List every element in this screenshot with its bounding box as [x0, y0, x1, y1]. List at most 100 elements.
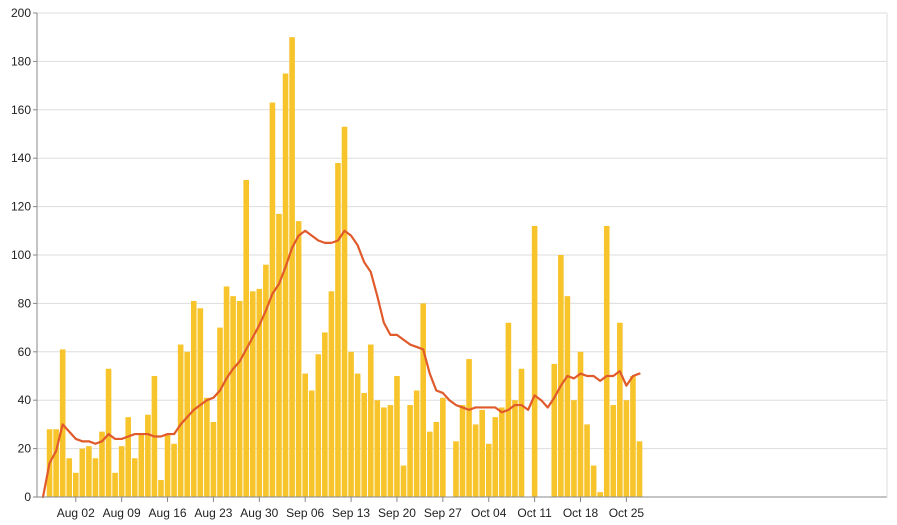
x-tick-label: Aug 16 — [149, 506, 187, 520]
bar — [276, 213, 282, 498]
y-tick-label: 0 — [24, 490, 31, 504]
bar — [636, 441, 643, 497]
bar — [263, 264, 269, 497]
bar — [138, 434, 145, 497]
bar — [472, 424, 479, 497]
bar — [610, 405, 617, 497]
bar — [603, 225, 610, 497]
bar — [433, 421, 440, 497]
bar — [354, 373, 361, 497]
bar — [289, 37, 295, 497]
bar — [204, 397, 210, 497]
bar — [164, 434, 171, 497]
bar — [630, 376, 636, 497]
bar — [426, 431, 433, 497]
bar — [571, 400, 577, 497]
bar-series — [46, 37, 643, 498]
bar — [512, 400, 518, 497]
bar — [499, 407, 505, 497]
bar — [217, 327, 223, 497]
bar — [125, 417, 132, 497]
y-tick-label: 20 — [18, 442, 32, 456]
bar — [158, 480, 164, 497]
bar — [249, 291, 256, 497]
y-tick-label: 60 — [18, 345, 32, 359]
bar — [453, 441, 459, 497]
bar — [171, 443, 177, 497]
line-series — [41, 229, 641, 499]
bar — [269, 102, 276, 497]
bar — [387, 405, 394, 497]
bar — [131, 458, 138, 497]
bar — [184, 351, 191, 497]
bar — [348, 351, 354, 497]
grid-lines — [37, 12, 887, 450]
bar — [361, 392, 367, 497]
bar — [617, 322, 623, 497]
bar — [86, 446, 92, 497]
x-tick-label: Aug 30 — [240, 506, 278, 520]
bar — [413, 390, 420, 497]
bar — [243, 179, 249, 498]
bar — [112, 472, 118, 497]
x-tick-label: Sep 06 — [286, 506, 324, 520]
bar — [341, 126, 348, 498]
bar — [302, 373, 308, 497]
bar — [400, 465, 407, 497]
bar — [367, 344, 374, 497]
bar — [92, 458, 99, 497]
bar — [590, 465, 597, 497]
x-tick-label: Aug 02 — [57, 506, 95, 520]
bar — [558, 255, 564, 497]
bar — [66, 458, 73, 497]
bar — [282, 73, 289, 497]
bar — [374, 400, 381, 497]
bar — [551, 363, 558, 497]
bar — [72, 472, 79, 497]
x-tick-label: Oct 11 — [517, 506, 552, 520]
x-tick-label: Sep 13 — [332, 506, 370, 520]
bar — [79, 448, 86, 497]
x-tick-label: Aug 09 — [103, 506, 141, 520]
bar — [584, 424, 590, 497]
bar — [492, 417, 499, 497]
bar — [623, 400, 630, 497]
bar — [381, 407, 387, 497]
x-tick-label: Oct 18 — [563, 506, 599, 520]
bar — [459, 405, 466, 497]
x-tick-label: Sep 20 — [378, 506, 416, 520]
bar — [479, 409, 485, 497]
bar — [485, 443, 492, 497]
bar — [420, 303, 426, 497]
bar — [99, 431, 105, 497]
y-tick-label: 80 — [18, 296, 32, 310]
bar — [256, 288, 263, 497]
bar — [466, 359, 472, 497]
bar — [59, 349, 66, 497]
y-tick-label: 40 — [18, 393, 32, 407]
bar — [315, 354, 322, 497]
x-tick-label: Aug 23 — [194, 506, 232, 520]
bar — [407, 405, 413, 497]
bar — [322, 332, 328, 497]
bar — [518, 368, 525, 497]
y-tick-label: 180 — [11, 54, 31, 68]
bar — [577, 351, 584, 497]
bar — [394, 376, 400, 497]
y-tick-label: 200 — [11, 6, 31, 20]
x-tick-label: Sep 27 — [424, 506, 462, 520]
x-axis-ticks: Aug 02 Aug 09 Aug 16 Aug 23 Aug 30 Sep 06 Sep … — [57, 497, 644, 520]
bar — [210, 421, 217, 497]
bar — [197, 308, 204, 497]
bar — [118, 446, 125, 497]
bar — [236, 300, 243, 497]
y-tick-label: 140 — [11, 151, 31, 165]
bar — [597, 492, 603, 497]
line-path — [41, 229, 641, 499]
bar — [223, 286, 230, 497]
bar — [190, 300, 197, 497]
bar — [177, 344, 184, 497]
bar — [230, 296, 236, 497]
